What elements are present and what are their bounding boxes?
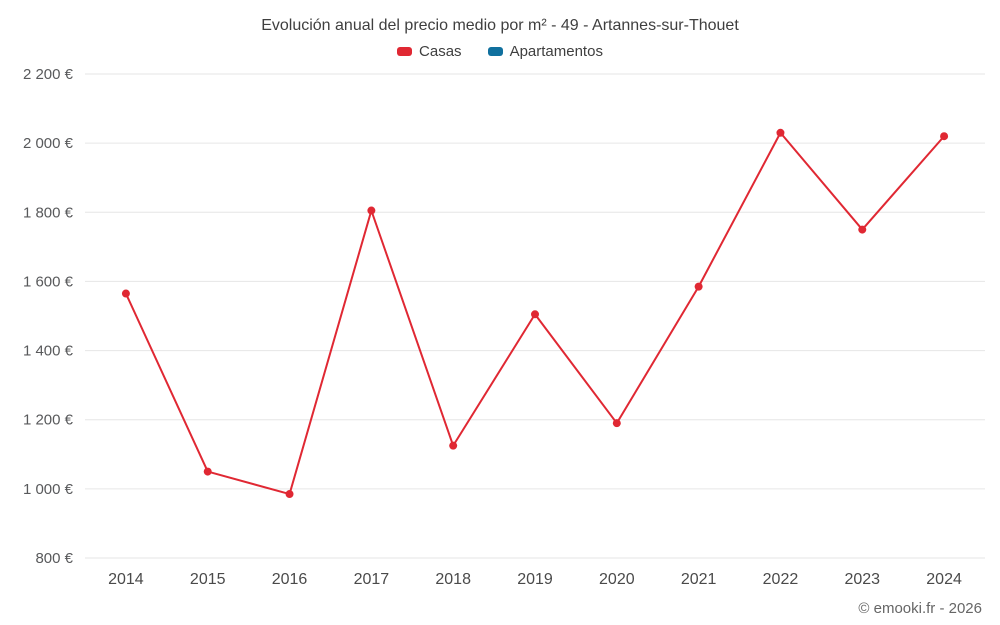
data-point-marker[interactable]: [121, 289, 130, 298]
data-point-marker[interactable]: [694, 282, 703, 291]
data-point-marker[interactable]: [776, 128, 785, 137]
legend-item-casas[interactable]: Casas: [397, 43, 462, 60]
apartamentos-series-swatch: [487, 46, 503, 56]
x-axis-tick-label: 2016: [272, 571, 308, 588]
chart-title: Evolución anual del precio medio por m² …: [261, 17, 739, 34]
legend-label-casas: Casas: [419, 42, 462, 60]
chart-legend: Casas Apartamentos: [0, 38, 1000, 64]
x-axis-tick-label: 2021: [681, 571, 717, 588]
data-point-marker[interactable]: [449, 441, 458, 450]
data-point-marker[interactable]: [367, 206, 376, 215]
data-point-marker[interactable]: [940, 132, 949, 141]
y-axis-tick-label: 2 000 €: [23, 135, 74, 152]
y-axis-tick-label: 1 800 €: [23, 204, 74, 221]
y-axis-tick-label: 800 €: [35, 550, 73, 567]
x-axis-tick-label: 2019: [517, 571, 553, 588]
legend-item-apartamentos[interactable]: Apartamentos: [487, 42, 603, 60]
x-axis-tick-label: 2015: [190, 571, 226, 588]
x-axis-tick-label: 2020: [599, 571, 635, 588]
data-point-marker[interactable]: [285, 490, 294, 499]
data-point-marker[interactable]: [612, 419, 621, 428]
x-axis-tick-label: 2023: [844, 571, 880, 588]
x-axis-tick-label: 2018: [435, 571, 471, 588]
casas-series-swatch: [397, 46, 413, 56]
x-axis-tick-label: 2017: [354, 571, 390, 588]
y-axis-tick-label: 2 200 €: [23, 66, 74, 83]
data-point-marker[interactable]: [203, 467, 212, 476]
y-axis-tick-label: 1 000 €: [23, 481, 74, 498]
y-axis-tick-label: 1 600 €: [23, 273, 74, 290]
x-axis-tick-label: 2014: [108, 571, 144, 588]
x-axis-tick-label: 2022: [763, 571, 799, 588]
y-axis-tick-label: 1 400 €: [23, 343, 74, 360]
data-point-marker[interactable]: [531, 310, 539, 319]
legend-label-apartamentos: Apartamentos: [509, 42, 603, 60]
copyright-watermark: © emooki.fr - 2026: [858, 600, 982, 617]
x-axis-tick-label: 2024: [926, 571, 962, 588]
line-chart-plot-area: 800 € 1 000 € 1 200 € 1 400 € 1 600 € 1 800 €…: [23, 66, 985, 588]
y-axis-tick-label: 1 200 €: [23, 412, 74, 429]
data-point-marker[interactable]: [858, 225, 867, 234]
